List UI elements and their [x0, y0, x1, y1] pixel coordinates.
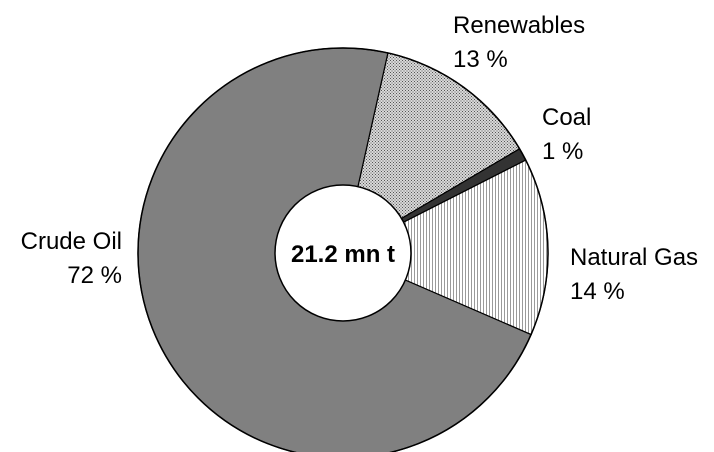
slice-label-crude-oil: Crude Oil — [21, 228, 122, 255]
donut-hole — [274, 184, 412, 322]
slice-label-renewables: Renewables — [453, 12, 585, 39]
center-label: 21.2 mn t — [291, 241, 395, 268]
slice-value-renewables: 13 % — [453, 46, 508, 73]
slice-value-crude-oil: 72 % — [67, 262, 122, 289]
pie-outline — [137, 47, 549, 452]
slice-value-coal: 1 % — [542, 138, 583, 165]
slice-value-natural-gas: 14 % — [570, 278, 625, 305]
slice-label-coal: Coal — [542, 104, 591, 131]
slice-label-natural-gas: Natural Gas — [570, 244, 698, 271]
